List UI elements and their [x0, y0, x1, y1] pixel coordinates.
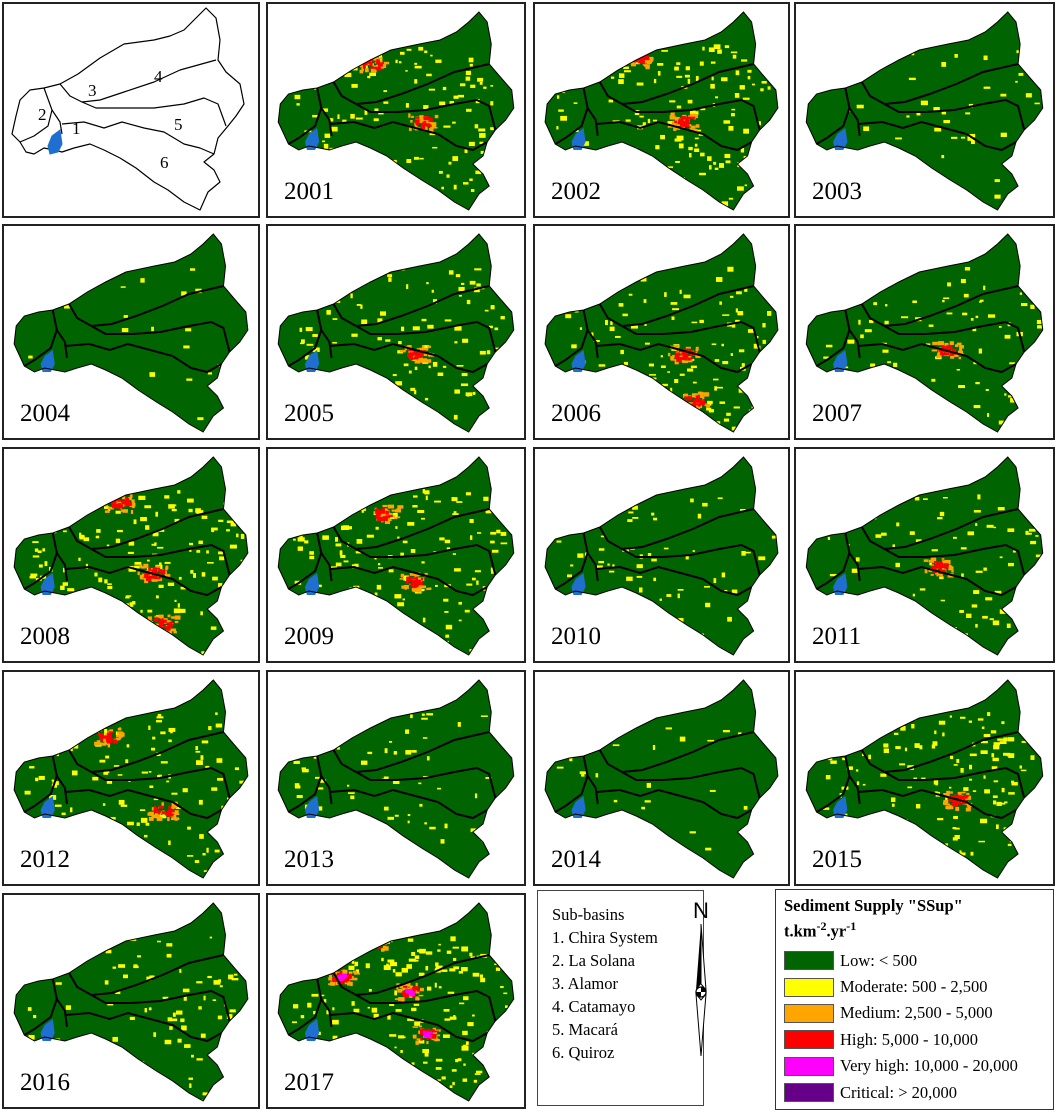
subbasin-key-map: 1 2 3 4 5 6	[11, 7, 245, 211]
legend-swatch	[784, 951, 834, 971]
reservoir-shape	[47, 129, 63, 155]
map-panel-2015: 2015	[794, 670, 1055, 886]
legend-title: Sediment Supply "SSup"	[784, 896, 963, 915]
subbasin-item: 5. Macará	[552, 1020, 618, 1039]
year-label: 2007	[812, 400, 862, 427]
map-panel-2007: 2007	[794, 224, 1055, 440]
legend-class-row: Very high: 10,000 - 20,000	[784, 1053, 1053, 1079]
year-label: 2010	[551, 623, 601, 650]
sediment-map-2009	[277, 456, 515, 656]
year-label: 2008	[20, 623, 70, 650]
map-panel-2005: 2005	[266, 224, 526, 440]
year-label: 2002	[551, 178, 601, 205]
legend-class-label: Medium: 2,500 - 5,000	[840, 1003, 993, 1023]
key-map-outline	[11, 7, 245, 211]
map-panel-2002: 2002	[533, 2, 790, 218]
legend-class-row: Low: < 500	[784, 948, 1053, 974]
map-panel-2014: 2014	[533, 670, 790, 886]
legend-swatch	[784, 977, 834, 997]
map-panel-2001: 2001	[266, 2, 526, 218]
sediment-map-2010	[544, 456, 779, 656]
legend-swatch	[784, 1083, 834, 1103]
key-label-4: 4	[154, 67, 163, 86]
map-panel-2006: 2006	[533, 224, 790, 440]
year-label: 2016	[20, 1069, 70, 1096]
map-panel-2016: 2016	[2, 893, 260, 1109]
year-label: 2004	[20, 400, 70, 427]
north-label: N	[693, 898, 709, 923]
subbasin-item: 3. Alamor	[552, 974, 618, 993]
sediment-map-2006	[544, 233, 779, 433]
map-panel-2003: 2003	[794, 2, 1055, 218]
subbasin-item: 1. Chira System	[552, 928, 658, 947]
year-label: 2011	[812, 623, 862, 650]
north-arrow-icon: N	[693, 898, 709, 1057]
legend-swatch	[784, 1003, 834, 1023]
sediment-map-2005	[277, 233, 515, 433]
sediment-map-2017	[277, 902, 515, 1102]
sediment-map-2011	[805, 456, 1044, 656]
sediment-supply-legend: Sediment Supply "SSup" t.km-2.yr-1 Low: …	[775, 889, 1054, 1110]
map-panel-2017: 2017	[266, 893, 526, 1109]
key-label-6: 6	[160, 153, 169, 172]
map-panel-2008: 2008	[2, 447, 260, 663]
legend-class-label: Moderate: 500 - 2,500	[840, 977, 988, 997]
year-label: 2012	[20, 846, 70, 873]
legend-unit: t.km-2.yr-1	[784, 919, 857, 941]
key-label-3: 3	[88, 81, 97, 100]
legend-class-label: Critical: > 20,000	[840, 1082, 957, 1102]
legend-class-label: Very high: 10,000 - 20,000	[840, 1056, 1018, 1076]
sediment-map-2007	[805, 233, 1044, 433]
year-label: 2017	[284, 1069, 334, 1096]
subbasin-item: 2. La Solana	[552, 951, 635, 970]
map-panel-2009: 2009	[266, 447, 526, 663]
sediment-map-2003	[805, 11, 1044, 211]
legend-class-row: Critical: > 20,000	[784, 1079, 1053, 1105]
map-panel-2011: 2011	[794, 447, 1055, 663]
key-label-1: 1	[72, 119, 81, 138]
year-label: 2001	[284, 178, 334, 205]
key-label-5: 5	[174, 115, 183, 134]
legend-swatch	[784, 1056, 834, 1076]
legend-swatch	[784, 1030, 834, 1050]
legend-class-row: Moderate: 500 - 2,500	[784, 974, 1053, 1000]
subbasin-list-box: Sub-basins 1. Chira System 2. La Solana …	[537, 890, 704, 1106]
sediment-map-2004	[13, 233, 249, 433]
subbasin-item: 6. Quiroz	[552, 1043, 615, 1062]
sediment-map-2012	[13, 679, 249, 879]
year-label: 2015	[812, 846, 862, 873]
map-panel-2004: 2004	[2, 224, 260, 440]
year-label: 2014	[551, 846, 601, 873]
sediment-map-2013	[277, 679, 515, 879]
subbasin-list-title: Sub-basins	[552, 905, 625, 924]
sediment-map-2002	[544, 11, 779, 211]
sediment-map-2001	[277, 11, 515, 211]
legend-class-label: Low: < 500	[840, 950, 918, 970]
key-label-2: 2	[38, 105, 47, 124]
year-label: 2009	[284, 623, 334, 650]
sediment-map-2016	[13, 902, 249, 1102]
year-label: 2003	[812, 178, 862, 205]
sediment-map-2014	[544, 679, 779, 879]
legend-class-label: High: 5,000 - 10,000	[840, 1029, 978, 1049]
year-label: 2005	[284, 400, 334, 427]
map-panel-2010: 2010	[533, 447, 790, 663]
map-panel-2013: 2013	[266, 670, 526, 886]
year-label: 2013	[284, 846, 334, 873]
legend-class-row: Medium: 2,500 - 5,000	[784, 1000, 1053, 1026]
sediment-map-2008	[13, 456, 249, 656]
subbasin-key-map-panel: 1 2 3 4 5 6	[2, 2, 260, 218]
legend-class-row: High: 5,000 - 10,000	[784, 1027, 1053, 1053]
map-panel-2012: 2012	[2, 670, 260, 886]
subbasin-item: 4. Catamayo	[552, 997, 636, 1016]
sediment-map-2015	[805, 679, 1044, 879]
year-label: 2006	[551, 400, 601, 427]
